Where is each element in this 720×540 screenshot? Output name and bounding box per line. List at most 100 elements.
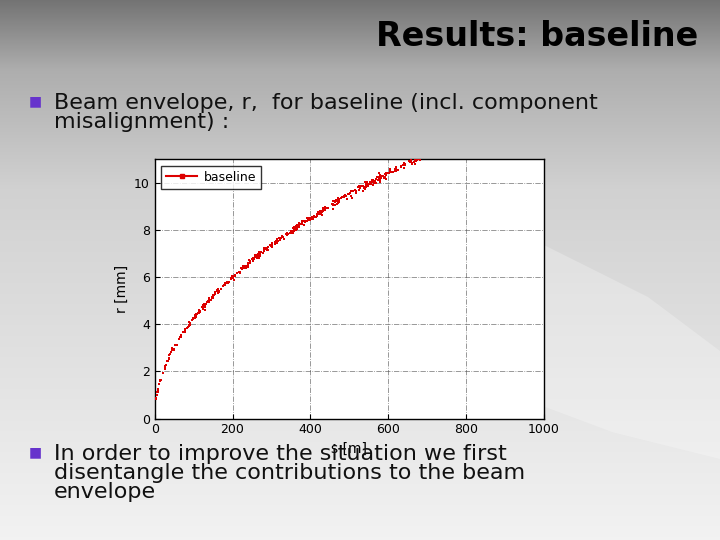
baseline [364,180,375,189]
baseline [258,244,270,252]
baseline [155,376,166,385]
baseline [359,183,370,191]
baseline [361,178,372,187]
baseline [285,226,297,235]
baseline [438,143,450,152]
baseline [191,310,202,319]
baseline [177,328,189,336]
baseline [455,143,467,152]
baseline [281,229,292,238]
baseline [207,294,219,303]
baseline [462,143,474,152]
baseline [449,143,461,152]
baseline [199,302,211,310]
baseline [290,224,302,232]
baseline [251,251,263,259]
baseline [476,143,487,152]
baseline [379,173,390,181]
baseline [282,230,293,238]
baseline [419,150,431,159]
baseline [462,143,474,152]
baseline [187,313,199,322]
baseline [298,220,310,229]
baseline [255,252,266,260]
baseline [176,331,187,340]
baseline [428,146,440,154]
baseline [376,172,387,180]
baseline [481,143,492,152]
baseline [361,181,372,190]
baseline [466,143,477,152]
baseline [380,174,392,183]
baseline [364,177,376,186]
baseline [183,318,194,327]
baseline [220,279,232,288]
baseline [269,239,281,247]
baseline [410,157,422,165]
baseline [323,204,334,213]
baseline [223,277,235,286]
baseline [432,143,444,152]
baseline [307,213,319,222]
baseline [384,169,395,178]
baseline [346,191,357,200]
baseline [384,167,395,176]
baseline [187,315,199,323]
baseline [254,251,266,260]
baseline [374,171,385,179]
baseline [359,184,371,193]
baseline [155,376,166,384]
baseline [417,154,428,163]
baseline [417,150,428,158]
baseline [366,179,377,187]
baseline [336,193,347,202]
baseline [475,143,487,152]
baseline [159,363,171,372]
baseline [166,347,177,356]
baseline [153,380,165,389]
baseline [169,341,181,349]
baseline [287,224,299,232]
baseline [371,173,382,181]
baseline [482,143,493,152]
baseline [345,187,356,195]
baseline [176,333,187,341]
baseline [359,184,370,193]
baseline [159,363,171,372]
baseline [199,302,210,311]
baseline [229,271,240,279]
baseline [207,293,219,302]
baseline [484,143,495,152]
baseline [266,241,278,250]
baseline [390,164,402,172]
baseline [438,143,450,152]
baseline [375,173,387,181]
baseline [400,160,411,169]
baseline [480,143,491,152]
baseline [477,143,488,152]
baseline [300,218,311,226]
baseline [237,265,248,273]
baseline [222,278,233,287]
baseline [222,278,234,286]
baseline [302,215,314,224]
baseline [226,272,238,280]
baseline [374,178,385,186]
baseline [410,155,422,164]
baseline [471,143,482,152]
baseline [199,300,211,309]
baseline [426,146,437,155]
baseline [292,222,303,231]
baseline [198,303,210,312]
baseline [151,390,163,399]
baseline [446,143,458,152]
baseline [269,238,281,246]
baseline [445,143,456,152]
baseline [291,221,302,230]
baseline [458,143,469,152]
baseline [362,182,374,191]
baseline [251,251,263,260]
baseline [271,238,283,247]
baseline [204,294,215,303]
baseline [466,143,477,152]
